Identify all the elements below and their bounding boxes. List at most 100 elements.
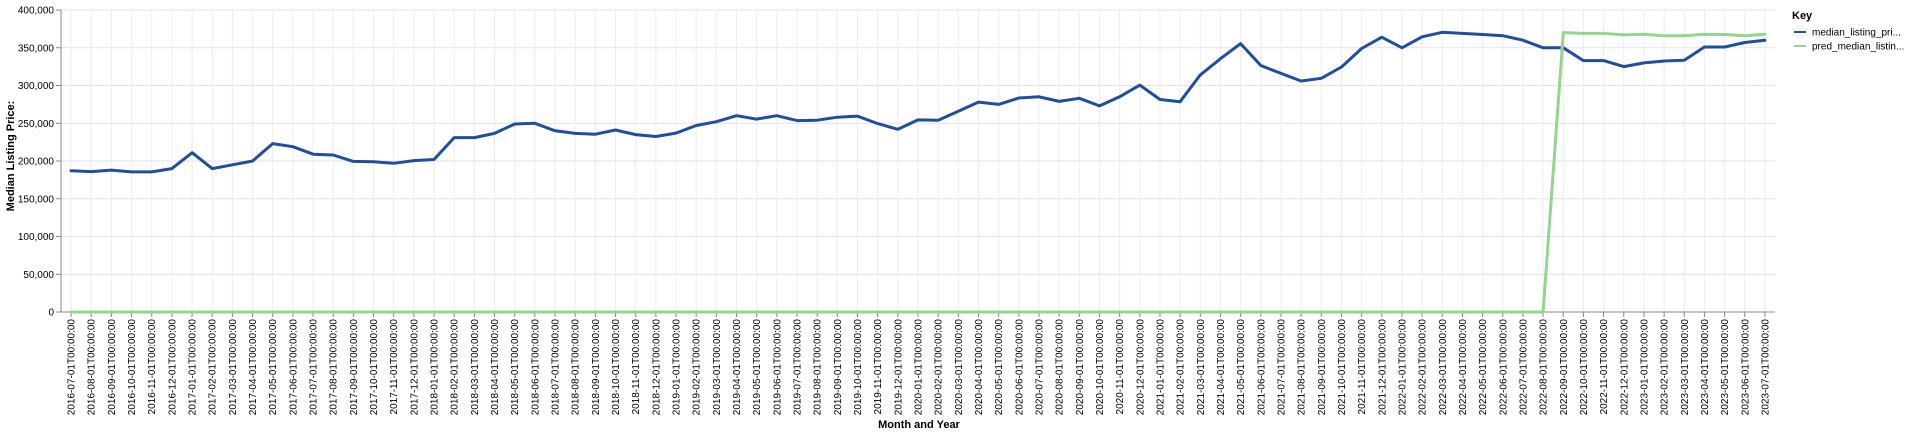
x-tick-label: 2022-02-01T00:00:00	[1418, 319, 1429, 416]
x-tick-label: 2018-01-01T00:00:00	[430, 319, 441, 416]
x-tick-label: 2016-11-01T00:00:00	[147, 319, 158, 415]
x-tick-label: 2019-07-01T00:00:00	[793, 319, 804, 416]
x-tick-label: 2022-08-01T00:00:00	[1539, 319, 1550, 416]
series-line-0	[69, 30, 1767, 174]
series-line-1	[69, 31, 1767, 314]
x-tick-label: 2017-07-01T00:00:00	[309, 319, 320, 416]
x-tick-label: 2021-02-01T00:00:00	[1176, 319, 1187, 416]
x-tick-label: 2019-08-01T00:00:00	[813, 319, 824, 416]
x-tick-label: 2022-10-01T00:00:00	[1579, 319, 1590, 416]
x-tick-label: 2019-11-01T00:00:00	[873, 319, 884, 415]
x-tick-label: 2018-10-01T00:00:00	[611, 319, 622, 416]
x-tick-label: 2019-03-01T00:00:00	[712, 319, 723, 416]
x-tick-label: 2016-12-01T00:00:00	[167, 319, 178, 416]
x-tick-label: 2017-04-01T00:00:00	[248, 319, 259, 416]
x-tick-label: 2019-02-01T00:00:00	[692, 319, 703, 416]
x-tick-label: 2017-12-01T00:00:00	[409, 319, 420, 416]
x-tick-label: 2016-08-01T00:00:00	[87, 319, 98, 416]
x-tick-label: 2022-06-01T00:00:00	[1498, 319, 1509, 416]
x-tick-label: 2020-02-01T00:00:00	[934, 319, 945, 416]
x-tick-label: 2021-06-01T00:00:00	[1256, 319, 1267, 416]
x-tick-label: 2016-07-01T00:00:00	[67, 319, 78, 416]
x-tick-label: 2020-07-01T00:00:00	[1034, 319, 1045, 416]
x-tick-label: 2021-09-01T00:00:00	[1317, 319, 1328, 416]
x-tick-label: 2023-06-01T00:00:00	[1740, 319, 1751, 416]
x-tick-label: 2017-02-01T00:00:00	[208, 319, 219, 416]
x-tick-label: 2017-03-01T00:00:00	[228, 319, 239, 416]
x-tick-label: 2019-04-01T00:00:00	[732, 319, 743, 416]
y-axis: 0 50,000 100,000 150,000 200,000 250,000 300,0…	[18, 6, 61, 319]
x-tick-label: 2018-12-01T00:00:00	[651, 319, 662, 416]
y-tick-label: 100,000	[18, 232, 55, 243]
x-tick-label: 2022-04-01T00:00:00	[1458, 319, 1469, 416]
x-tick-label: 2017-05-01T00:00:00	[268, 319, 279, 416]
x-tick-label: 2022-09-01T00:00:00	[1559, 319, 1570, 416]
x-tick-label: 2023-03-01T00:00:00	[1680, 319, 1691, 416]
x-tick-label: 2021-05-01T00:00:00	[1236, 319, 1247, 416]
x-tick-label: 2020-09-01T00:00:00	[1075, 319, 1086, 416]
x-tick-label: 2017-06-01T00:00:00	[288, 319, 299, 416]
legend-item-label: median_listing_pri...	[1812, 28, 1901, 39]
x-tick-label: 2020-11-01T00:00:00	[1115, 319, 1126, 415]
y-axis-title: Median Listing Price:	[5, 101, 17, 212]
x-tick-label: 2021-08-01T00:00:00	[1297, 319, 1308, 416]
x-tick-label: 2020-03-01T00:00:00	[954, 319, 965, 416]
x-axis-title: Month and Year	[878, 419, 960, 431]
x-tick-label: 2017-11-01T00:00:00	[389, 319, 400, 415]
x-tick-label: 2019-01-01T00:00:00	[672, 319, 683, 416]
x-tick-label: 2020-05-01T00:00:00	[994, 319, 1005, 416]
x-tick-label: 2021-07-01T00:00:00	[1276, 319, 1287, 416]
y-tick-label: 200,000	[18, 157, 55, 168]
x-tick-label: 2021-01-01T00:00:00	[1155, 319, 1166, 416]
x-tick-label: 2018-02-01T00:00:00	[450, 319, 461, 416]
x-tick-label: 2019-06-01T00:00:00	[772, 319, 783, 416]
grid	[60, 9, 1775, 313]
y-tick-label: 250,000	[18, 119, 55, 130]
x-tick-label: 2021-04-01T00:00:00	[1216, 319, 1227, 416]
x-tick-label: 2017-01-01T00:00:00	[188, 319, 199, 416]
x-tick-label: 2019-05-01T00:00:00	[752, 319, 763, 416]
x-tick-label: 2017-10-01T00:00:00	[369, 319, 380, 416]
x-tick-label: 2022-03-01T00:00:00	[1438, 319, 1449, 416]
x-tick-label: 2022-11-01T00:00:00	[1599, 319, 1610, 415]
x-tick-label: 2018-03-01T00:00:00	[470, 319, 481, 416]
x-tick-label: 2019-09-01T00:00:00	[833, 319, 844, 416]
x-tick-label: 2018-09-01T00:00:00	[591, 319, 602, 416]
x-tick-label: 2022-05-01T00:00:00	[1478, 319, 1489, 416]
x-tick-label: 2022-07-01T00:00:00	[1518, 319, 1529, 416]
x-tick-label: 2017-08-01T00:00:00	[329, 319, 340, 416]
x-tick-label: 2016-09-01T00:00:00	[107, 319, 118, 416]
x-tick-label: 2023-02-01T00:00:00	[1660, 319, 1671, 416]
x-tick-label: 2017-09-01T00:00:00	[349, 319, 360, 416]
x-tick-label: 2018-11-01T00:00:00	[631, 319, 642, 415]
x-tick-label: 2018-08-01T00:00:00	[571, 319, 582, 416]
x-tick-label: 2019-12-01T00:00:00	[893, 319, 904, 416]
x-tick-label: 2016-10-01T00:00:00	[127, 319, 138, 416]
y-tick-label: 350,000	[18, 43, 55, 54]
x-tick-label: 2023-07-01T00:00:00	[1760, 319, 1771, 416]
x-tick-label: 2022-12-01T00:00:00	[1619, 319, 1630, 416]
y-tick-label: 0	[48, 308, 54, 319]
x-tick-label: 2018-06-01T00:00:00	[530, 319, 541, 416]
x-tick-label: 2023-04-01T00:00:00	[1700, 319, 1711, 416]
x-tick-label: 2020-12-01T00:00:00	[1135, 319, 1146, 416]
y-tick-label: 400,000	[18, 6, 55, 17]
x-tick-label: 2020-10-01T00:00:00	[1095, 319, 1106, 416]
legend-item-label: pred_median_listin...	[1812, 42, 1904, 53]
x-tick-label: 2021-12-01T00:00:00	[1377, 319, 1388, 416]
x-tick-label: 2021-10-01T00:00:00	[1337, 319, 1348, 416]
y-tick-label: 150,000	[18, 194, 55, 205]
y-tick-label: 300,000	[18, 81, 55, 92]
x-tick-label: 2023-05-01T00:00:00	[1720, 319, 1731, 416]
x-tick-label: 2019-10-01T00:00:00	[853, 319, 864, 416]
x-tick-label: 2020-01-01T00:00:00	[914, 319, 925, 416]
x-tick-label: 2020-08-01T00:00:00	[1055, 319, 1066, 416]
x-tick-label: 2021-11-01T00:00:00	[1357, 319, 1368, 415]
x-tick-label: 2018-07-01T00:00:00	[551, 319, 562, 416]
legend-title: Key	[1792, 10, 1813, 22]
x-tick-label: 2020-06-01T00:00:00	[1014, 319, 1025, 416]
x-tick-label: 2021-03-01T00:00:00	[1196, 319, 1207, 416]
x-tick-label: 2018-04-01T00:00:00	[490, 319, 501, 416]
x-tick-label: 2018-05-01T00:00:00	[510, 319, 521, 416]
